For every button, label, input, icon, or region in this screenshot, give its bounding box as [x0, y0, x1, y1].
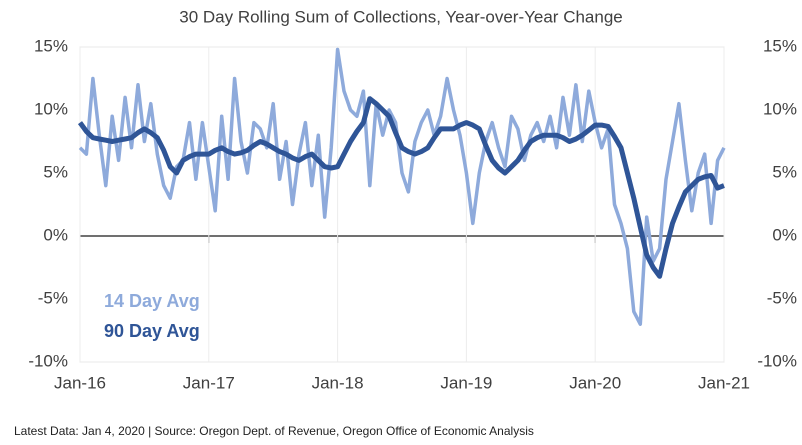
y-tick-label: -5%	[38, 288, 68, 307]
x-tick-label: Jan-16	[54, 373, 106, 392]
y-tick-label: -10%	[28, 351, 68, 370]
y2-tick-label: -5%	[767, 288, 797, 307]
plot-frame	[79, 46, 725, 363]
y2-tick-label: 0%	[772, 225, 797, 244]
y2-tick-label: -10%	[757, 351, 797, 370]
y-tick-label: 5%	[43, 162, 68, 181]
x-tick-label: Jan-19	[440, 373, 492, 392]
series-line	[77, 96, 725, 279]
chart-title: 30 Day Rolling Sum of Collections, Year-…	[179, 7, 623, 26]
series-line	[78, 47, 726, 326]
legend-label: 14 Day Avg	[104, 291, 200, 311]
legend-label: 90 Day Avg	[104, 321, 200, 341]
y-tick-label: 10%	[34, 99, 68, 118]
x-tick-label: Jan-20	[569, 373, 621, 392]
x-tick-label: Jan-18	[312, 373, 364, 392]
source-note: Latest Data: Jan 4, 2020 | Source: Orego…	[14, 424, 534, 438]
x-tick-label: Jan-17	[183, 373, 235, 392]
y2-tick-label: 15%	[763, 36, 797, 55]
y2-tick-label: 5%	[772, 162, 797, 181]
y2-tick-label: 10%	[763, 99, 797, 118]
x-tick-label: Jan-21	[698, 373, 750, 392]
y-tick-label: 0%	[43, 225, 68, 244]
y-tick-label: 15%	[34, 36, 68, 55]
